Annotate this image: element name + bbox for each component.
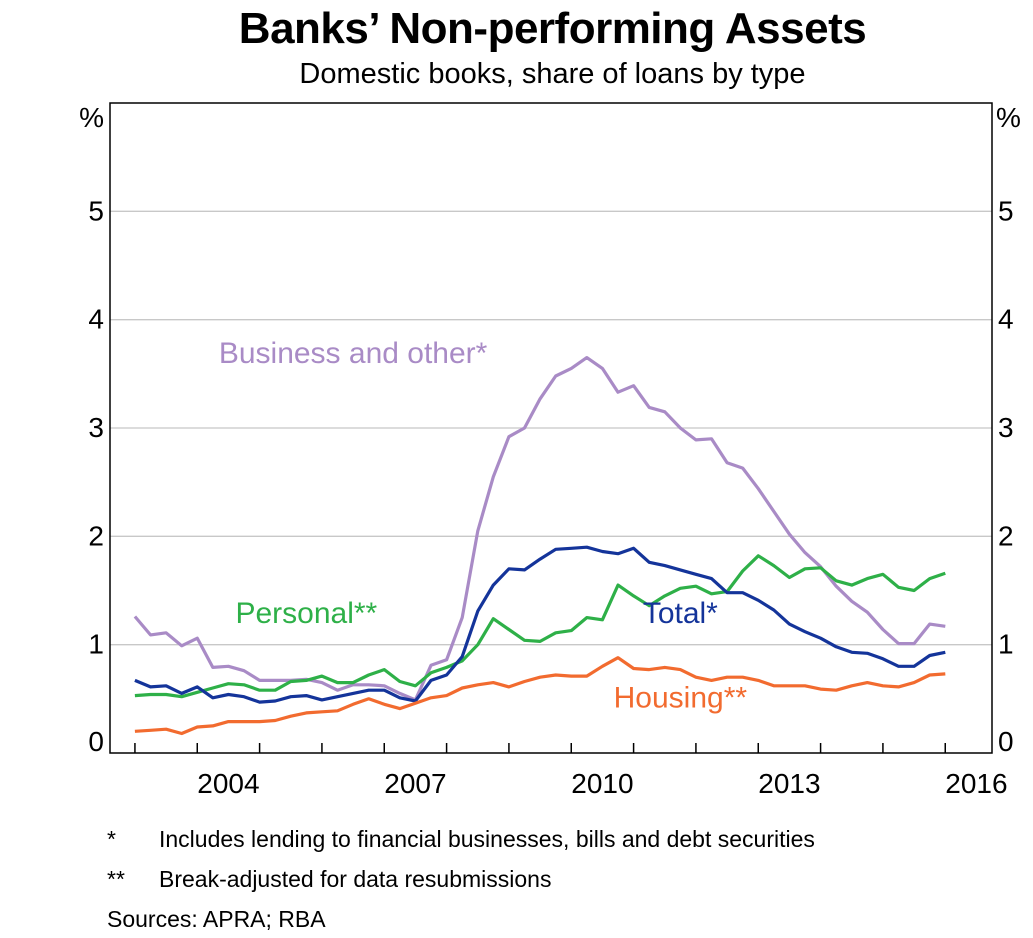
series-labels: Business and other* Personal** Total* Housi…: [219, 337, 748, 715]
series-line-housing: [134, 656, 946, 736]
plot-frame: [109, 102, 993, 754]
y-tick-label-right: 4: [998, 304, 1014, 335]
y-tick-label-right: 0: [998, 726, 1014, 757]
y-tick-label-left: 2: [88, 520, 104, 551]
chart-title: Banks’ Non-performing Assets: [238, 4, 867, 53]
y-tick-label-left: 1: [88, 629, 104, 660]
grid-lines: [110, 210, 992, 646]
axes: 0 0 1 1 2 2 3 3 4 4 5 5% % 2004 2007 2010 2013 2016: [79, 102, 1021, 799]
sources-note: Sources: APRA; RBA: [107, 906, 326, 932]
series-line-total: [134, 545, 946, 704]
series-label-personal: Personal**: [235, 597, 377, 630]
series-label-business-and-other: Business and other*: [219, 337, 488, 370]
footnote-1-mark: *: [107, 826, 116, 852]
footnote-2-text: Break-adjusted for data resubmissions: [159, 866, 552, 892]
y-unit-right: %: [996, 102, 1021, 133]
y-tick-label-right: 1: [998, 629, 1014, 660]
x-tick-label: 2013: [758, 768, 820, 799]
x-tick-label: 2004: [197, 768, 259, 799]
x-tick-label: 2010: [571, 768, 633, 799]
x-tick-label: 2016: [945, 768, 1007, 799]
footnote-1-text: Includes lending to financial businesses…: [159, 826, 815, 852]
x-tick-label: 2007: [384, 768, 446, 799]
footnote-2: ** Break-adjusted for data resubmissions: [107, 866, 551, 893]
footnote-2-mark: **: [107, 866, 125, 892]
y-tick-label-right: 3: [998, 412, 1014, 443]
y-tick-label-left: 0: [88, 726, 104, 757]
series-label-housing: Housing**: [614, 682, 748, 715]
y-tick-label-left: 5: [88, 195, 104, 226]
y-tick-label-left: 3: [88, 412, 104, 443]
chart-subtitle: Domestic books, share of loans by type: [299, 58, 806, 90]
y-tick-label-left: 4: [88, 304, 104, 335]
y-unit-left: %: [79, 102, 104, 133]
y-tick-label-right: 5: [998, 195, 1014, 226]
series-lines: [133, 356, 946, 736]
y-tick-label-right: 2: [998, 520, 1014, 551]
series-line-business-and-other: [133, 356, 946, 702]
footnote-1: * Includes lending to financial businesse…: [107, 826, 815, 853]
series-line-personal: [134, 554, 946, 699]
series-label-total: Total*: [643, 597, 718, 630]
